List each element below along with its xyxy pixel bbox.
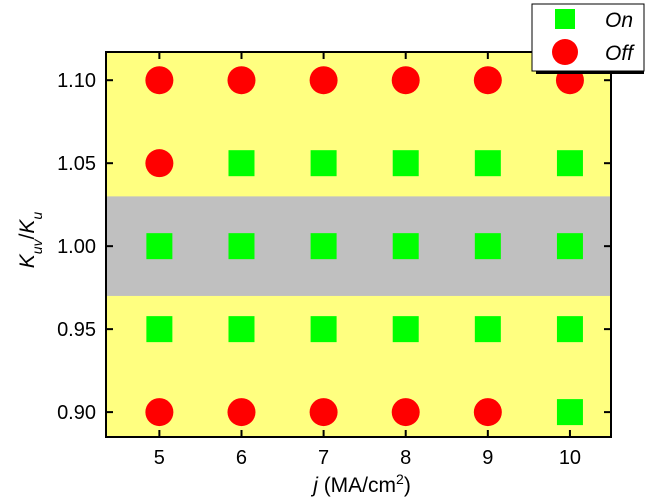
x-axis-title: j (MA/cm2) bbox=[310, 471, 411, 497]
y-tick-label: 0.95 bbox=[57, 319, 96, 341]
off-point bbox=[145, 66, 174, 95]
y-axis-numerator-subscript: uv bbox=[29, 238, 45, 254]
plot-background bbox=[106, 52, 611, 437]
on-point bbox=[228, 316, 255, 343]
off-point bbox=[227, 66, 256, 95]
y-tick-label: 1.05 bbox=[57, 153, 96, 175]
on-point bbox=[146, 316, 173, 343]
x-tick-label: 7 bbox=[318, 447, 329, 469]
legend-box bbox=[531, 3, 645, 72]
on-point bbox=[556, 316, 583, 343]
on-point bbox=[310, 316, 337, 343]
on-point bbox=[228, 150, 255, 177]
x-tick-label: 6 bbox=[236, 447, 247, 469]
legend-on-marker bbox=[555, 9, 575, 29]
on-point bbox=[556, 399, 583, 426]
y-tick-label: 1.10 bbox=[57, 70, 96, 92]
on-point bbox=[556, 233, 583, 260]
on-point bbox=[228, 233, 255, 260]
y-axis-denominator-subscript: u bbox=[29, 212, 45, 220]
y-tick-label: 0.90 bbox=[57, 402, 96, 424]
off-point bbox=[391, 398, 420, 427]
x-axis-unit-suffix: ) bbox=[404, 474, 411, 497]
x-axis-unit-superscript: 2 bbox=[396, 471, 404, 487]
legend-shadow bbox=[536, 71, 644, 74]
x-tick-label: 9 bbox=[482, 447, 493, 469]
y-axis-separator: / bbox=[16, 233, 39, 239]
off-point bbox=[473, 66, 502, 95]
on-point bbox=[392, 150, 419, 177]
off-point bbox=[391, 66, 420, 95]
gray-band bbox=[106, 196, 611, 296]
on-point bbox=[392, 233, 419, 260]
off-point bbox=[473, 398, 502, 427]
y-tick-label: 1.00 bbox=[57, 236, 96, 258]
x-axis-unit-prefix: (MA/cm bbox=[318, 474, 396, 497]
x-tick-label: 8 bbox=[400, 447, 411, 469]
on-point bbox=[392, 316, 419, 343]
y-axis-numerator: K bbox=[16, 253, 39, 268]
y-axis-title: Kuv/Ku bbox=[16, 212, 45, 269]
y-axis-denominator: K bbox=[16, 219, 39, 234]
on-point bbox=[310, 150, 337, 177]
off-point bbox=[227, 398, 256, 427]
off-point bbox=[145, 398, 174, 427]
axes bbox=[105, 51, 612, 438]
off-point bbox=[309, 398, 338, 427]
on-point bbox=[474, 150, 501, 177]
x-tick-label: 5 bbox=[154, 447, 165, 469]
x-axis-variable: j bbox=[310, 474, 319, 497]
ticks: 5 6 7 8 9 10 0.90 0.95 1.00 1.05 1.10 bbox=[57, 52, 611, 469]
off-point bbox=[309, 66, 338, 95]
x-tick-label: 10 bbox=[559, 447, 581, 469]
on-point bbox=[556, 150, 583, 177]
legend: On Off bbox=[531, 3, 645, 74]
legend-off-label: Off bbox=[605, 42, 635, 65]
on-point bbox=[474, 316, 501, 343]
legend-off-marker bbox=[552, 39, 578, 65]
legend-on-label: On bbox=[605, 9, 633, 32]
on-point bbox=[474, 233, 501, 260]
data-points bbox=[145, 66, 584, 427]
off-point bbox=[145, 149, 174, 178]
plot-frame bbox=[105, 51, 612, 438]
on-point bbox=[146, 233, 173, 260]
on-point bbox=[310, 233, 337, 260]
